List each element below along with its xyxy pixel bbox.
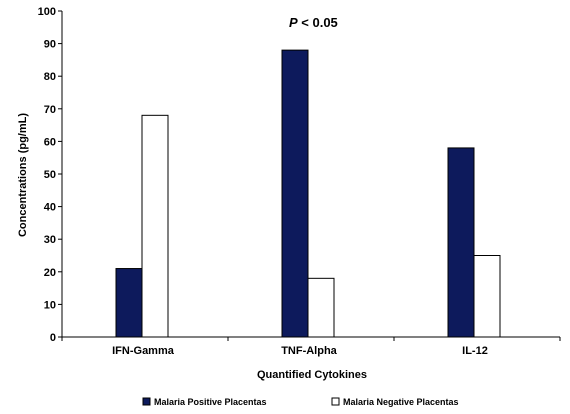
bar-negative-tnf-alpha bbox=[307, 277, 335, 338]
legend-swatch bbox=[142, 397, 151, 406]
y-tick-label: 100 bbox=[38, 6, 56, 18]
legend-label: Malaria Negative Placentas bbox=[343, 397, 459, 407]
x-tick-label: TNF-Alpha bbox=[281, 345, 337, 357]
y-tick-label: 60 bbox=[44, 136, 56, 148]
y-tick-label: 70 bbox=[44, 104, 56, 116]
bars bbox=[115, 49, 501, 338]
y-tick-label: 0 bbox=[50, 332, 56, 344]
bar-positive-ifn-gamma bbox=[115, 268, 143, 338]
y-tick-label: 10 bbox=[44, 299, 56, 311]
legend: Malaria Positive Placentas Malaria Negati… bbox=[142, 397, 459, 407]
y-tick-label: 50 bbox=[44, 169, 56, 181]
x-tick-label: IL-12 bbox=[462, 345, 488, 357]
y-tick-label: 40 bbox=[44, 202, 56, 214]
bar-negative-il-12 bbox=[473, 255, 501, 338]
y-axis-ticks: 0 10 20 30 40 50 60 70 80 90 100 bbox=[38, 6, 62, 344]
y-tick-label: 80 bbox=[44, 71, 56, 83]
y-tick-label: 20 bbox=[44, 267, 56, 279]
y-tick-label: 90 bbox=[44, 39, 56, 51]
legend-label: Malaria Positive Placentas bbox=[154, 397, 267, 407]
x-axis-tick-labels: IFN-Gamma TNF-Alpha IL-12 bbox=[61, 337, 561, 357]
x-axis-title: Quantified Cytokines bbox=[257, 369, 367, 381]
significance-annotation: P < 0.05 bbox=[289, 15, 338, 30]
p-value-text: < 0.05 bbox=[298, 15, 338, 30]
y-tick-label: 30 bbox=[44, 234, 56, 246]
p-symbol: P bbox=[289, 15, 298, 30]
legend-swatch bbox=[331, 397, 340, 406]
bar-negative-ifn-gamma bbox=[141, 114, 169, 338]
x-tick-label: IFN-Gamma bbox=[112, 345, 175, 357]
bar-positive-tnf-alpha bbox=[281, 49, 309, 338]
y-axis-title: Concentrations (pg/mL) bbox=[17, 113, 29, 237]
bar-positive-il-12 bbox=[447, 147, 475, 338]
